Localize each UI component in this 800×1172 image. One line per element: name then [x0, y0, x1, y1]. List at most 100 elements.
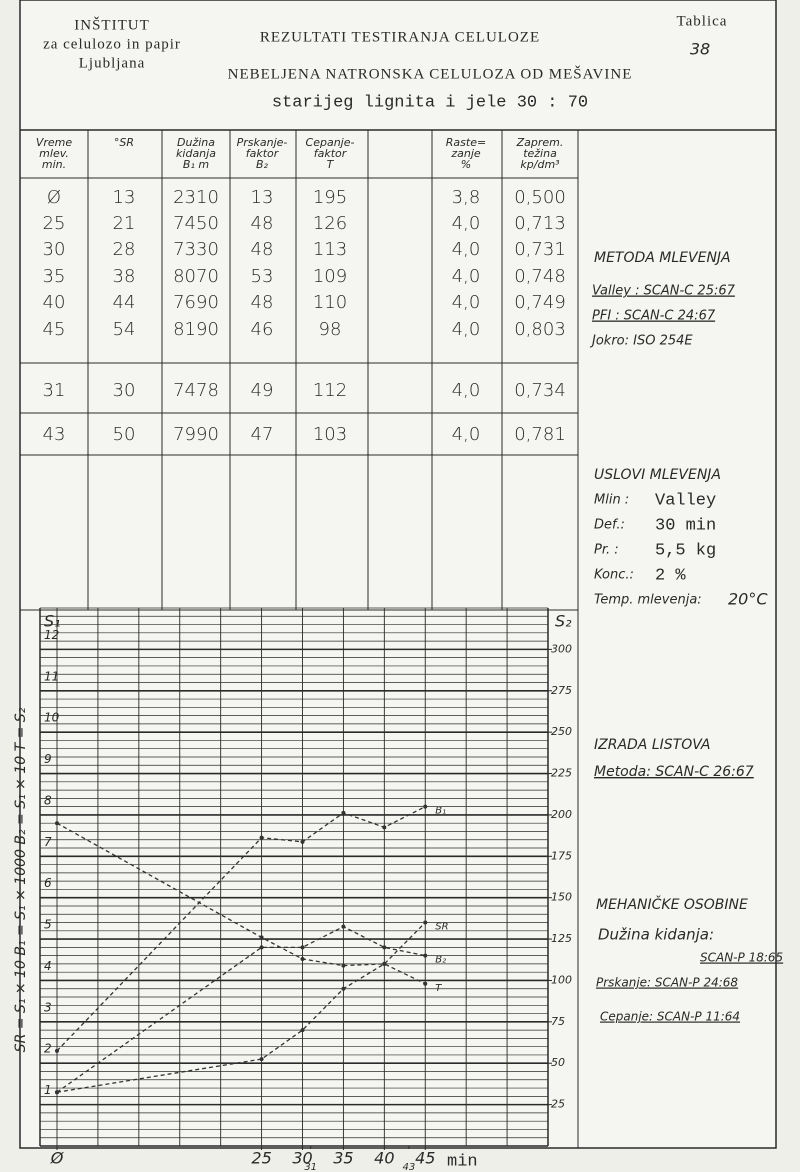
table-cell: 8070 [173, 266, 219, 287]
y2-axis-label: S₂ [555, 612, 572, 631]
table-cell: 46 [251, 319, 274, 340]
table-cell: 45 [43, 319, 66, 340]
table-cell: 7990 [173, 424, 219, 445]
table-cell: 103 [313, 424, 347, 445]
series-line [56, 922, 426, 1093]
y-tick-label: 10 [44, 711, 60, 725]
y-axis-label: S₁ [44, 612, 61, 631]
x-tick-label: Ø [50, 1149, 64, 1168]
data-point [259, 935, 264, 940]
x-minor-tick-label: 43 [403, 1162, 416, 1172]
y-tick-label: 1 [44, 1083, 52, 1097]
table-cell: 48 [251, 292, 274, 313]
table-cell: 0,734 [514, 380, 566, 401]
table-cell: 110 [313, 292, 347, 313]
table-cell: 7330 [173, 239, 219, 260]
x-tick-label: 40 [374, 1149, 394, 1168]
note-line: Metoda: SCAN-C 26:67 [594, 764, 754, 780]
data-point [300, 945, 305, 950]
x-axis-label: min [447, 1152, 478, 1171]
data-point [300, 839, 305, 844]
table-cell: 35 [43, 266, 66, 287]
institute-line: Ljubljana [79, 55, 145, 71]
note-label: Konc.: [594, 568, 634, 583]
note-line: Jokro: ISO 254E [589, 334, 693, 349]
table-cell: 0,731 [514, 239, 566, 260]
column-header: T [327, 158, 335, 171]
table-cell: 0,781 [514, 424, 566, 445]
table-cell: Ø [47, 187, 61, 208]
note-label: Pr. : [594, 543, 619, 558]
table-cell: 8190 [173, 319, 219, 340]
series-label: B₁ [435, 806, 446, 817]
note-value: 2 % [655, 566, 686, 585]
table-cell: 4,0 [452, 213, 481, 234]
note-title: METODA MLEVENJA [594, 250, 731, 266]
data-point [300, 1028, 305, 1033]
table-cell: 4,0 [452, 319, 481, 340]
table-cell: 7450 [173, 213, 219, 234]
table-cell: 13 [251, 187, 274, 208]
table-cell: 44 [113, 292, 136, 313]
column-header: faktor [314, 147, 348, 160]
y2-tick-label: 125 [551, 932, 572, 945]
data-point [55, 821, 59, 826]
column-header: kidanja [176, 147, 216, 160]
data-point [423, 953, 428, 958]
column-header: Prskanje- [237, 136, 288, 149]
note-value: 20°C [728, 590, 768, 609]
column-header: Dužina [177, 136, 215, 149]
table-cell: 31 [43, 380, 66, 401]
table-cell: 4,0 [452, 266, 481, 287]
x-minor-tick-label: 31 [304, 1162, 317, 1172]
table-cell: 0,749 [514, 292, 566, 313]
series-label: T [435, 983, 442, 994]
data-point [55, 1090, 59, 1095]
column-header: mlev. [39, 147, 69, 160]
column-header: Raste= [446, 136, 486, 149]
y2-tick-label: 25 [551, 1098, 565, 1111]
institute-line: za celulozo in papir [43, 36, 181, 52]
data-point [55, 1048, 59, 1053]
x-tick-label: 35 [333, 1149, 353, 1168]
note-value: 30 min [655, 516, 716, 535]
note-line: Prskanje: SCAN-P 24:68 [596, 976, 738, 990]
note-title: MEHANIČKE OSOBINE [596, 895, 748, 913]
subtitle: starijeg lignita i jele 30 : 70 [272, 93, 588, 112]
page-border [19, 0, 777, 1149]
subtitle: NEBELJENA NATRONSKA CELULOZA OD MEŠAVINE [228, 65, 633, 82]
table-cell: 25 [43, 213, 66, 234]
data-point [423, 920, 428, 925]
table-cell: 0,713 [514, 213, 566, 234]
data-point [300, 956, 305, 961]
table-cell: 113 [313, 239, 347, 260]
title: REZULTATI TESTIRANJA CELULOZE [260, 29, 540, 45]
y-tick-label: 2 [44, 1042, 52, 1056]
x-tick-label: 25 [251, 1149, 271, 1168]
data-point [259, 945, 264, 950]
table-cell: 30 [113, 380, 136, 401]
table-cell: 43 [43, 424, 66, 445]
note-line: Cepanje: SCAN-P 11:64 [600, 1010, 740, 1024]
data-point [423, 981, 428, 986]
note-line: Dužina kidanja: [598, 926, 714, 944]
table-cell: 98 [319, 319, 342, 340]
column-header: Zaprem. [516, 136, 564, 149]
note-label: Mlin : [594, 493, 629, 508]
x-tick-label: 45 [415, 1149, 435, 1168]
data-point [423, 804, 428, 809]
note-label: Temp. mlevenja: [594, 593, 702, 608]
y-tick-label: 6 [44, 876, 52, 890]
table-cell: 3,8 [452, 187, 481, 208]
y-tick-label: 11 [44, 669, 59, 683]
table-cell: 40 [43, 292, 66, 313]
table-cell: 38 [113, 266, 136, 287]
column-lines [87, 130, 503, 610]
note-value: Valley [655, 491, 716, 510]
table-cell: 53 [251, 266, 274, 287]
table-cell: 54 [113, 319, 136, 340]
y-tick-label: 12 [44, 628, 59, 642]
y2-tick-label: 50 [551, 1056, 565, 1069]
data-point [341, 963, 346, 968]
